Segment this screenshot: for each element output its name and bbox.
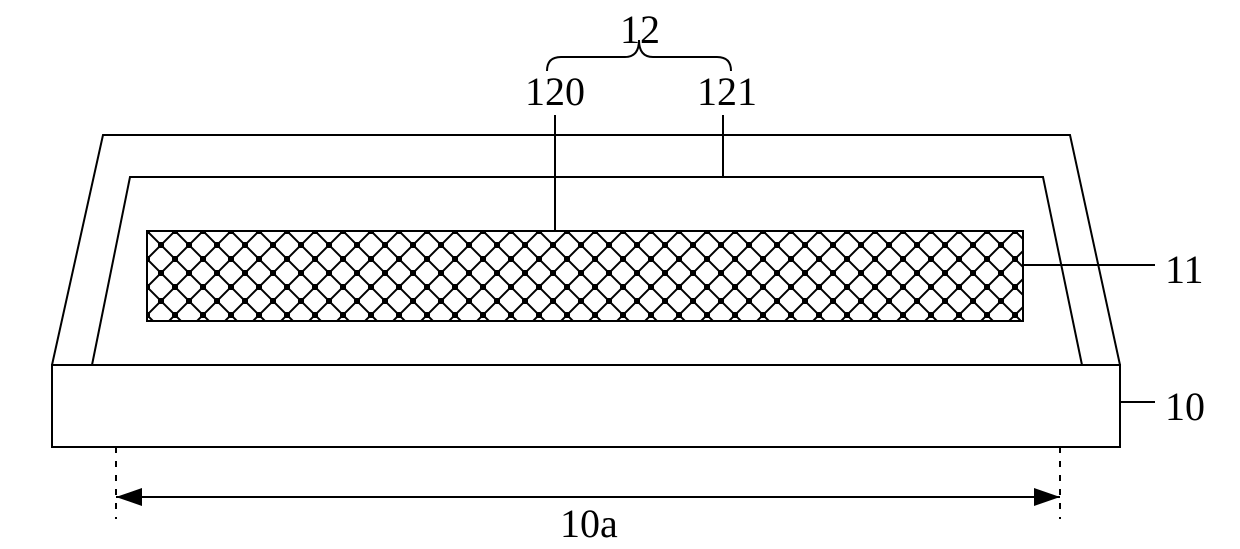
label-121: 121 — [697, 68, 757, 115]
diagram-stage: 12 120 121 11 10 10a — [0, 0, 1240, 549]
label-10: 10 — [1165, 383, 1205, 430]
label-11: 11 — [1165, 246, 1204, 293]
substrate-rect — [52, 365, 1120, 447]
label-120: 120 — [525, 68, 585, 115]
label-10a: 10a — [560, 500, 618, 547]
leader-lines — [547, 40, 1155, 402]
label-12: 12 — [620, 6, 660, 53]
diagram-svg — [0, 0, 1240, 549]
